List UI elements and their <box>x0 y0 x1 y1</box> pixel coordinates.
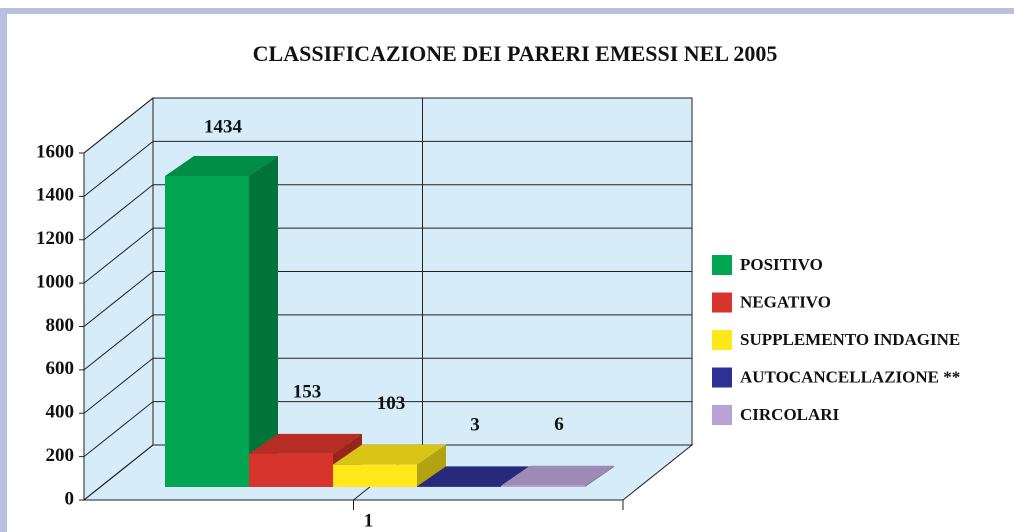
bar <box>249 453 333 487</box>
y-tick-label: 600 <box>46 358 75 379</box>
legend-label: AUTOCANCELLAZIONE ** <box>740 367 960 386</box>
left-border <box>0 8 7 532</box>
legend-swatch <box>712 330 732 350</box>
legend-label: SUPPLEMENTO INDAGINE <box>740 330 960 349</box>
y-tick-label: 1000 <box>36 271 74 292</box>
y-tick-label: 400 <box>46 402 75 423</box>
bar <box>501 485 585 487</box>
grid-line <box>83 271 692 327</box>
grid-line <box>83 97 692 154</box>
y-tick-label: 0 <box>65 488 75 509</box>
legend-swatch <box>712 255 732 275</box>
value-label: 3 <box>470 415 480 436</box>
x-tick-label: 1 <box>364 510 374 531</box>
y-tick-label: 1600 <box>36 141 74 162</box>
legend-swatch <box>712 405 732 425</box>
grid-line <box>83 184 692 241</box>
legend-label: NEGATIVO <box>740 292 831 311</box>
bar-top <box>333 444 446 465</box>
bar-side <box>249 156 278 487</box>
chart-title: CLASSIFICAZIONE DEI PARERI EMESSI NEL 20… <box>253 41 778 66</box>
top-border <box>0 8 1014 14</box>
y-tick-label: 1400 <box>36 185 74 206</box>
bar-side <box>585 465 614 487</box>
value-label: 103 <box>377 393 406 414</box>
bar-side <box>417 444 446 487</box>
bar-top <box>501 465 614 486</box>
grid-line <box>83 401 692 458</box>
value-label: 6 <box>554 414 564 435</box>
value-label: 1434 <box>204 116 243 137</box>
legend-swatch <box>712 292 732 313</box>
legend-label: POSITIVO <box>740 255 823 274</box>
bar-top <box>417 466 530 487</box>
legend-swatch <box>712 367 732 388</box>
legend-label: CIRCOLARI <box>740 405 840 424</box>
y-tick-label: 800 <box>46 315 75 336</box>
grid-line <box>83 444 692 501</box>
grid-line <box>83 357 692 414</box>
y-tick-label: 1200 <box>36 228 74 249</box>
bar <box>417 486 501 487</box>
y-tick-label: 200 <box>46 445 75 466</box>
grid-line <box>83 227 692 284</box>
bar-top <box>249 433 362 454</box>
bar-top <box>165 156 278 177</box>
value-label: 153 <box>293 381 322 402</box>
grid-line <box>83 140 692 197</box>
bar <box>165 176 249 487</box>
bar <box>333 464 417 487</box>
grid-line <box>83 314 692 371</box>
